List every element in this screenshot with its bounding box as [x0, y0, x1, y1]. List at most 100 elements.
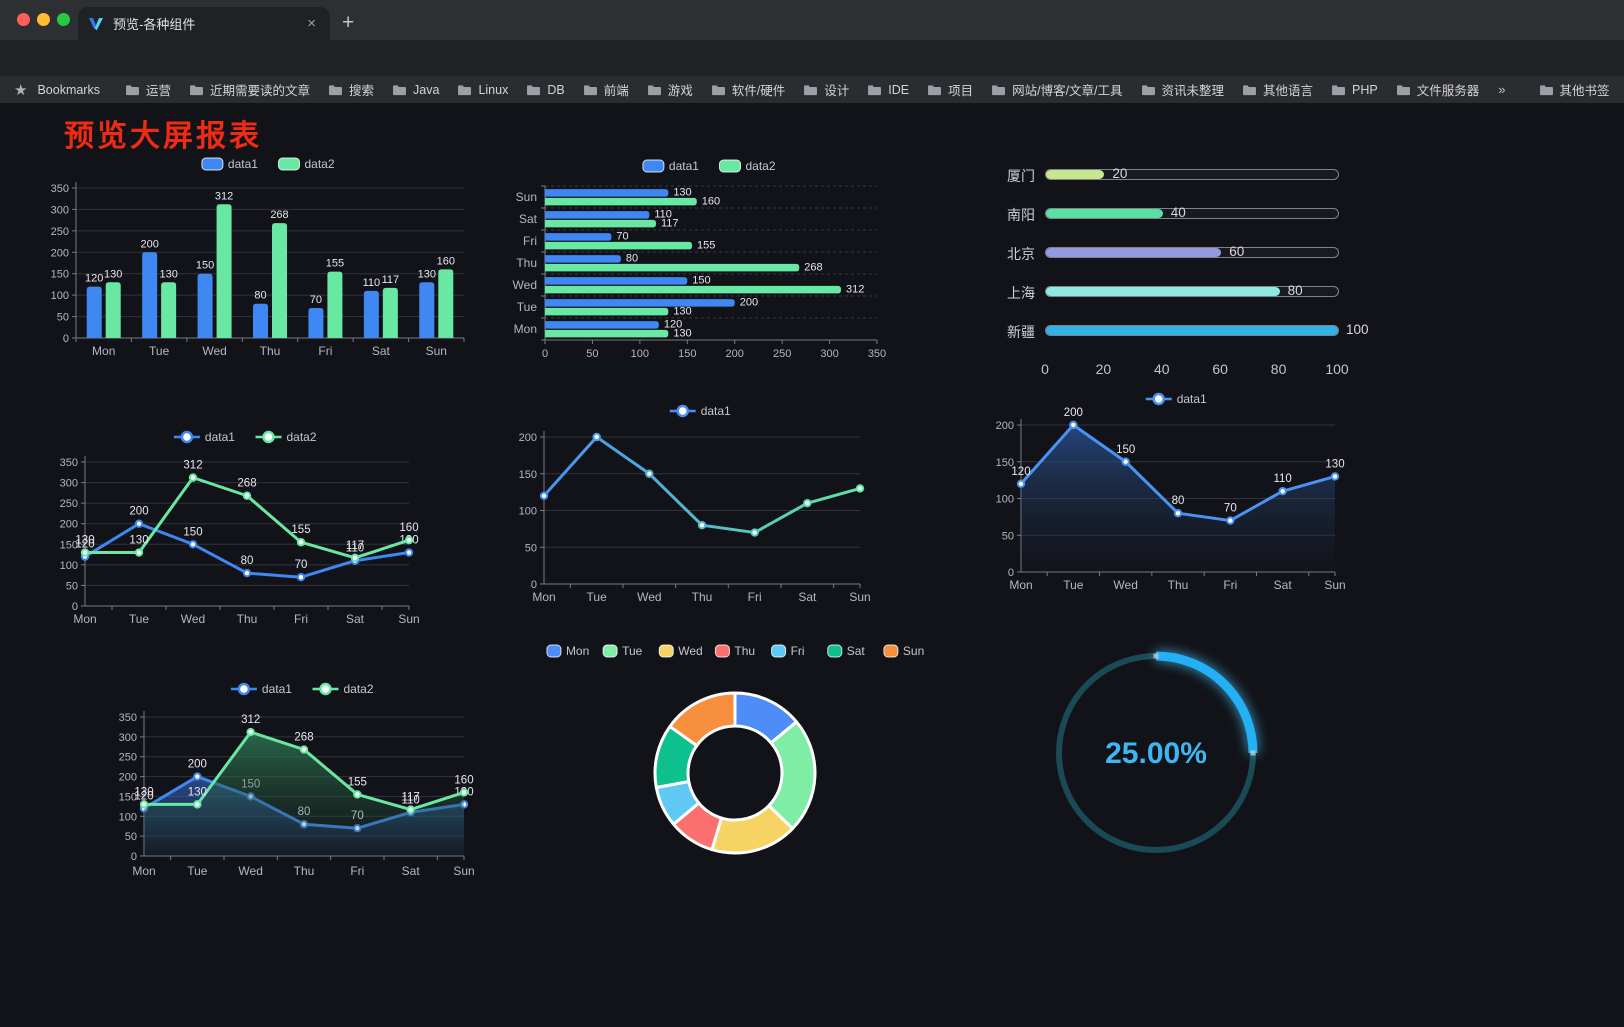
svg-text:200: 200	[996, 420, 1014, 432]
page-title: 预览大屏报表	[64, 120, 262, 153]
two-series-area-chart[interactable]: 0 50 100 150 200 250 300 350 Mon Tue Wed Thu Fri Sat S…	[100, 668, 480, 888]
svg-text:Tue: Tue	[129, 612, 150, 626]
bookmark-folder-item[interactable]: 游戏	[638, 77, 702, 102]
svg-text:100: 100	[60, 560, 78, 572]
bookmark-folder-item[interactable]: 前端	[574, 77, 638, 102]
svg-text:Thu: Thu	[237, 612, 258, 626]
svg-text:data2: data2	[746, 159, 776, 173]
two-series-line-chart[interactable]: 0 50 100 150 200 250 300 350 Mon Tue Wed Thu Fri Sat S…	[45, 422, 420, 634]
svg-text:155: 155	[348, 776, 367, 788]
svg-text:200: 200	[188, 759, 207, 771]
svg-text:200: 200	[119, 772, 137, 784]
bookmark-folder-item[interactable]: 设计	[794, 77, 858, 102]
svg-text:Wed: Wed	[637, 590, 661, 604]
svg-text:70: 70	[310, 294, 322, 306]
bookmark-folder-item[interactable]: 资讯未整理	[1132, 77, 1234, 102]
tab-title: 预览-各种组件	[113, 17, 196, 32]
svg-text:data1: data1	[1177, 392, 1207, 406]
folder-icon	[1332, 84, 1346, 95]
progress-fill	[1046, 248, 1222, 257]
svg-text:25.00%: 25.00%	[1105, 737, 1207, 770]
bookmark-folder-item[interactable]: 其他语言	[1233, 77, 1322, 102]
svg-text:70: 70	[616, 231, 628, 243]
bookmark-folder-item[interactable]: 软件/硬件	[702, 77, 794, 102]
bookmarks-star-icon[interactable]: ★	[14, 81, 28, 99]
bookmark-folder-item[interactable]: 项目	[918, 77, 982, 102]
progress-fill	[1046, 287, 1280, 296]
bookmark-folder-item[interactable]: 文件服务器	[1387, 77, 1489, 102]
area-line-chart[interactable]: 0 50 100 150 200 Mon Tue Wed Thu Fri Sat Sun 120 200 1…	[985, 390, 1355, 595]
bookmark-label: 搜索	[349, 84, 375, 98]
svg-text:Sat: Sat	[372, 344, 391, 358]
svg-text:50: 50	[125, 831, 137, 843]
svg-text:Sun: Sun	[453, 864, 474, 878]
svg-text:Thu: Thu	[260, 344, 281, 358]
svg-text:300: 300	[119, 732, 137, 744]
svg-text:Tue: Tue	[517, 300, 538, 314]
svg-text:120: 120	[664, 319, 682, 331]
svg-text:350: 350	[51, 183, 69, 195]
bookmark-label: 近期需要读的文章	[210, 84, 311, 98]
svg-text:130: 130	[673, 305, 691, 317]
progress-value: 80	[1287, 283, 1303, 298]
svg-text:0: 0	[72, 601, 78, 613]
svg-text:200: 200	[726, 348, 744, 360]
svg-text:110: 110	[401, 794, 419, 806]
bookmarks-overflow-chevron[interactable]: »	[1498, 82, 1506, 97]
bookmark-label: 前端	[603, 84, 629, 98]
bookmark-folder-item[interactable]: IDE	[858, 80, 918, 100]
bookmark-folder-item[interactable]: 运营	[116, 77, 180, 102]
folder-icon	[329, 84, 342, 95]
svg-text:110: 110	[363, 277, 381, 289]
svg-text:155: 155	[697, 239, 715, 251]
svg-text:150: 150	[692, 275, 710, 287]
svg-text:130: 130	[134, 786, 153, 798]
svg-text:130: 130	[104, 268, 122, 280]
other-bookmarks-folder[interactable]: 其他书签	[1530, 77, 1619, 102]
bookmark-folder-item[interactable]: 网站/博客/文章/工具	[982, 77, 1131, 102]
browser-tab[interactable]: 预览-各种组件 ×	[78, 7, 330, 40]
svg-text:Sat: Sat	[1274, 578, 1293, 592]
bookmark-folder-item[interactable]: 近期需要读的文章	[180, 77, 319, 102]
svg-text:100: 100	[119, 811, 137, 823]
svg-text:Tue: Tue	[187, 864, 208, 878]
zoom-window-button[interactable]	[57, 13, 70, 26]
bookmark-label: 项目	[948, 84, 974, 98]
svg-text:110: 110	[654, 209, 672, 221]
svg-text:Fri: Fri	[294, 612, 308, 626]
svg-text:130: 130	[129, 535, 148, 547]
svg-text:155: 155	[291, 524, 310, 536]
horizontal-bar-chart[interactable]: 0 50 100 150 200 250 300 350 Sun 130 160 Sat 110 117 F…	[505, 150, 905, 365]
minimize-window-button[interactable]	[37, 13, 50, 26]
bookmark-label: 设计	[824, 84, 850, 98]
bookmark-folder-item[interactable]: 搜索	[319, 77, 383, 102]
bookmark-folder-item[interactable]: PHP	[1322, 80, 1387, 100]
donut-pie-chart[interactable]: Mon Tue Wed Thu Fri Sat Sun	[546, 636, 924, 876]
svg-text:110: 110	[1273, 473, 1291, 485]
gauge-progress-chart[interactable]: 25.00%	[1046, 641, 1266, 866]
svg-text:160: 160	[437, 255, 455, 267]
progress-bar-chart[interactable]: 厦门 20 南阳 40 北京 60 上海 80 新疆 100 0 20 40 60 80 100	[995, 155, 1369, 385]
folder-icon	[992, 84, 1006, 95]
new-tab-button[interactable]: +	[342, 11, 355, 34]
svg-text:150: 150	[51, 269, 69, 281]
progress-track	[1045, 325, 1339, 336]
bookmark-folder-item[interactable]: DB	[517, 80, 573, 100]
folder-icon	[868, 84, 882, 95]
svg-text:130: 130	[418, 268, 436, 280]
grouped-bar-chart[interactable]: 0 50 100 150 200 250 300 350 120 130 Mon 200 130 Tue 1…	[40, 148, 470, 383]
folder-icon	[804, 84, 818, 95]
svg-text:250: 250	[60, 498, 78, 510]
progress-value: 60	[1229, 244, 1245, 259]
svg-text:Fri: Fri	[318, 344, 332, 358]
gradient-line-chart[interactable]: 0 50 100 150 200 Mon Tue Wed Thu Fri Sat Sun data1	[498, 396, 898, 608]
close-window-button[interactable]	[17, 13, 30, 26]
svg-text:70: 70	[1224, 503, 1237, 515]
bookmark-folder-item[interactable]: Linux	[448, 80, 517, 100]
svg-text:Wed: Wed	[181, 612, 205, 626]
tab-close-icon[interactable]: ×	[307, 15, 316, 32]
tab-favicon-icon	[89, 17, 103, 30]
bookmark-label: IDE	[888, 82, 910, 97]
bookmark-folder-item[interactable]: Java	[383, 80, 448, 100]
svg-text:268: 268	[294, 732, 313, 744]
